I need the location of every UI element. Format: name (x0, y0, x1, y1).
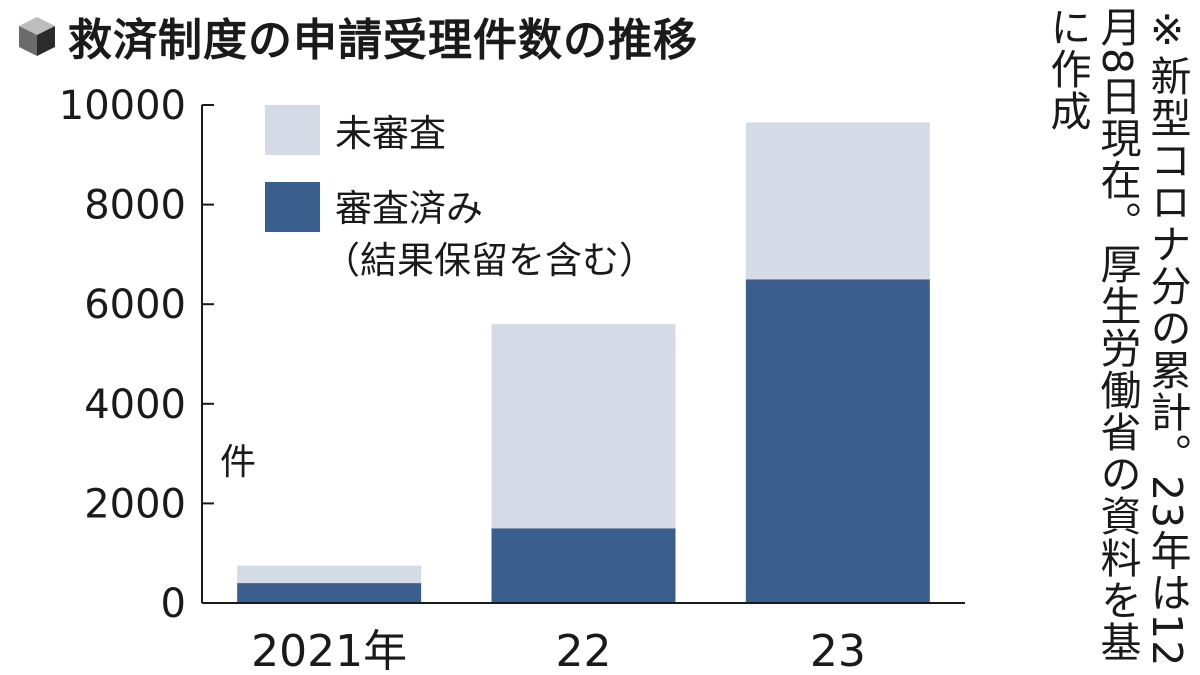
bar-segment (491, 324, 676, 529)
y-tick-label: 6000 (84, 282, 186, 328)
x-category-label: 2021年 (251, 626, 407, 675)
y-unit-label: 件 (220, 442, 256, 483)
bar-segment (745, 279, 930, 603)
legend-swatch (265, 105, 320, 155)
y-axis: 0 2000 4000 6000 8000 10000 (59, 83, 214, 627)
bar-segment (491, 528, 676, 603)
bar-segment (745, 122, 930, 280)
bars (237, 122, 930, 603)
legend-label: （結果保留を含む） (323, 239, 656, 282)
y-tick-label: 2000 (84, 481, 186, 527)
legend-label: 審査済み (335, 187, 483, 230)
legend-swatch (265, 182, 320, 232)
y-tick-label: 4000 (84, 382, 186, 428)
y-tick-label: 0 (161, 581, 186, 627)
bar-segment (237, 583, 422, 603)
x-axis: 2021年 22 23 (202, 602, 965, 675)
y-tick-label: 8000 (84, 183, 186, 229)
x-category-label: 22 (556, 626, 612, 675)
title-row: 救済制度の申請受理件数の推移 (14, 6, 698, 66)
chart-title: 救済制度の申請受理件数の推移 (68, 15, 698, 66)
bar-segment (237, 565, 422, 584)
cube-icon (19, 17, 55, 56)
x-category-label: 23 (810, 626, 866, 675)
source-note: ※新型コロナ分の累計。23年は12月8日現在。厚生労働省の資料を基に作成 (1043, 6, 1191, 668)
y-tick-label: 10000 (59, 83, 186, 129)
legend-label: 未審査 (335, 112, 446, 155)
